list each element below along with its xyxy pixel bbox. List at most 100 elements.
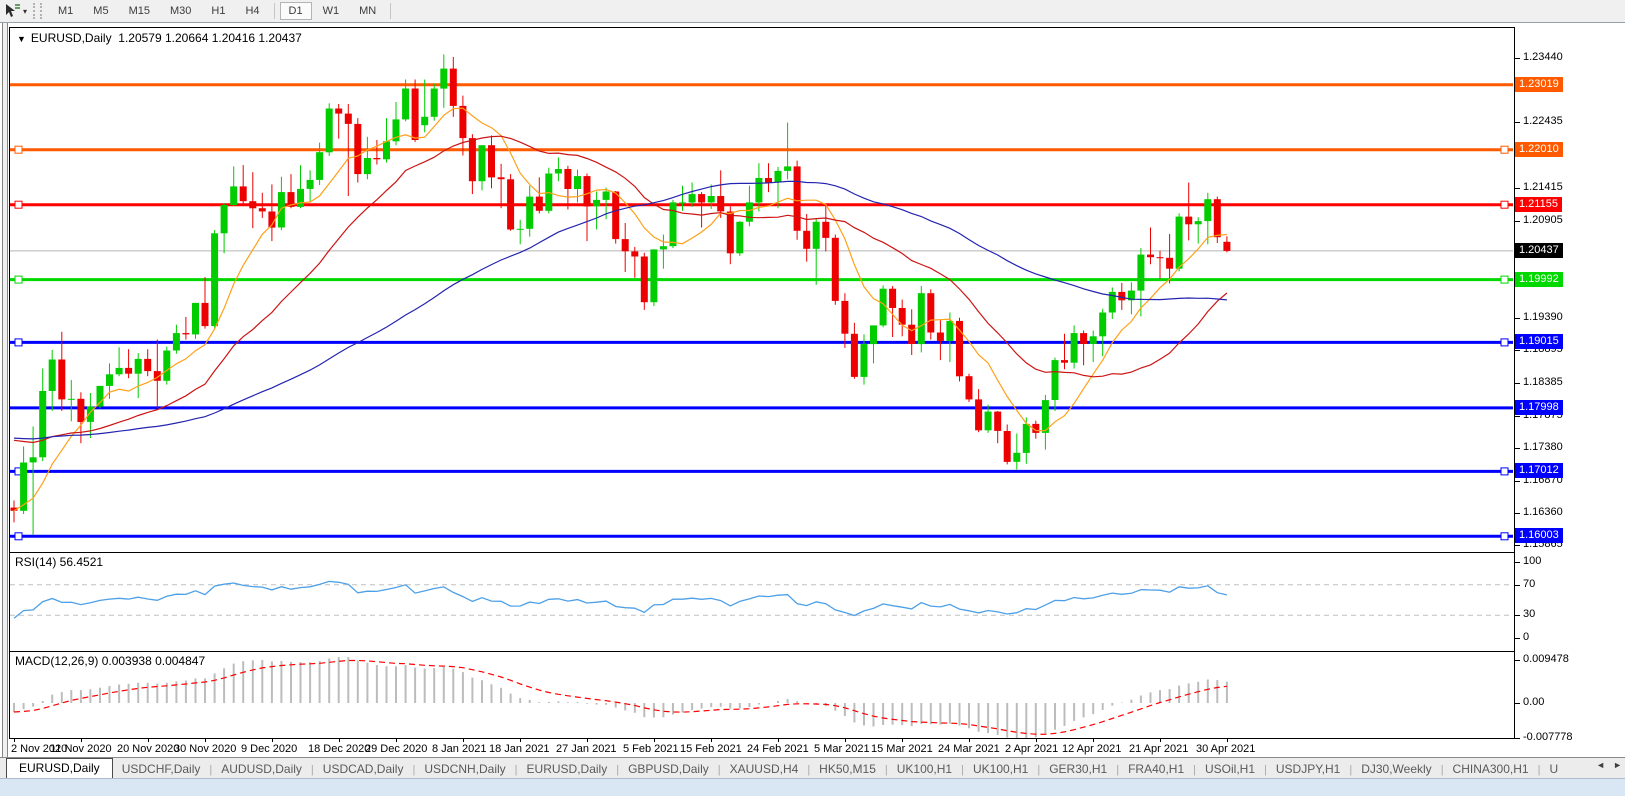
line-handle[interactable] — [1500, 338, 1509, 347]
candlestick-series — [10, 54, 1231, 535]
cursor-tool-icon[interactable] — [2, 3, 22, 19]
collapse-triangle-icon[interactable]: ▼ — [17, 34, 26, 44]
toolbar-grip[interactable] — [33, 3, 43, 19]
timeframe-button-w1[interactable]: W1 — [322, 5, 340, 17]
date-tick — [1227, 739, 1228, 742]
axis-tick — [1515, 585, 1520, 586]
toolbar-separator — [273, 3, 275, 19]
date-axis-label: 18 Dec 2020 — [308, 743, 371, 755]
tab-separator: | — [1440, 764, 1444, 776]
rsi-line — [13, 580, 1228, 619]
chart-tab-usoil-h1[interactable]: USOil,H1 — [1204, 762, 1255, 776]
chart-tab-hk50-m15[interactable]: HK50,M15 — [819, 762, 876, 776]
date-axis-label: 15 Feb 2021 — [680, 743, 742, 755]
chart-tab-audusd-daily[interactable]: AUDUSD,Daily — [221, 762, 302, 776]
price-chart-pane[interactable]: ▼ EURUSD,Daily 1.20579 1.20664 1.20416 1.… — [9, 27, 1515, 553]
axis-tick — [1515, 638, 1520, 639]
date-tick — [711, 739, 712, 742]
tab-scroll-right-icon[interactable]: ► — [1613, 760, 1622, 770]
chart-tab-u[interactable]: U — [1549, 762, 1559, 776]
candlestick-chart — [10, 54, 1513, 541]
price-axis-label: 1.19390 — [1523, 311, 1563, 323]
axis-tick — [1515, 448, 1520, 449]
date-axis[interactable]: 2 Nov 2020 11 Nov 2020 20 Nov 2020 30 Nov 2… — [9, 739, 1515, 757]
line-handle[interactable] — [14, 532, 23, 541]
macd-indicator-pane[interactable]: MACD(12,26,9) 0.003938 0.004847 — [9, 651, 1515, 739]
chart-tab-uk100-h1[interactable]: UK100,H1 — [896, 762, 953, 776]
chart-tab-ger30-h1[interactable]: GER30,H1 — [1049, 762, 1108, 776]
date-tick — [654, 739, 655, 742]
axis-tick — [1515, 221, 1520, 222]
axis-tick — [1515, 318, 1520, 319]
moving-average-medium — [13, 135, 1228, 444]
line-handle[interactable] — [1500, 532, 1509, 541]
timeframe-button-h1[interactable]: H1 — [211, 5, 226, 17]
timeframe-button-m5[interactable]: M5 — [93, 5, 109, 17]
timeframe-button-mn[interactable]: MN — [359, 5, 377, 17]
chart-tab-usdcad-daily[interactable]: USDCAD,Daily — [322, 762, 404, 776]
axis-tick — [1515, 383, 1520, 384]
chart-tab-fra40-h1[interactable]: FRA40,H1 — [1128, 762, 1185, 776]
axis-tick — [1515, 615, 1520, 616]
date-tick — [1036, 739, 1037, 742]
price-axis-label: 1.20905 — [1523, 214, 1563, 226]
toolbar-separator — [390, 3, 392, 19]
chart-ohlc-values: 1.20579 1.20664 1.20416 1.20437 — [118, 31, 302, 45]
date-tick — [14, 739, 15, 742]
tab-scroll-left-icon[interactable]: ◄ — [1596, 760, 1606, 770]
tab-separator: | — [1037, 764, 1041, 776]
macd-plot — [13, 657, 1228, 738]
line-handle[interactable] — [1500, 145, 1509, 154]
cursor-tool-dropdown-caret[interactable]: ▾ — [23, 6, 28, 16]
line-handle[interactable] — [1500, 275, 1509, 284]
chart-tab-dj30-weekly[interactable]: DJ30,Weekly — [1361, 762, 1432, 776]
timeframe-button-d1[interactable]: D1 — [279, 2, 312, 20]
date-tick — [81, 739, 82, 742]
chart-tab-usdcnh-daily[interactable]: USDCNH,Daily — [424, 762, 506, 776]
chart-tab-usdchf-daily[interactable]: USDCHF,Daily — [121, 762, 201, 776]
timeframe-button-m1[interactable]: M1 — [58, 5, 74, 17]
date-tick — [463, 739, 464, 742]
line-handle[interactable] — [14, 200, 23, 209]
timeframe-buttons: M1 M5 M15 M30 H1 H4 D1 W1 MN — [48, 2, 395, 20]
chart-tab-bar: EURUSD,Daily USDCHF,Daily | AUDUSD,Daily | US… — [0, 757, 1625, 779]
line-handle[interactable] — [1500, 200, 1509, 209]
tab-separator: | — [616, 764, 620, 776]
date-axis-label: 27 Jan 2021 — [556, 743, 617, 755]
price-axis-label: 1.16360 — [1523, 506, 1563, 518]
price-axis[interactable]: 1.234401.229301.224351.219251.214151.209… — [1515, 23, 1625, 757]
date-axis-label: 2 Apr 2021 — [1005, 743, 1059, 755]
date-axis-label: 5 Mar 2021 — [814, 743, 870, 755]
line-handle[interactable] — [1500, 467, 1509, 476]
tab-separator: | — [1537, 764, 1541, 776]
chart-tab-gbpusd-daily[interactable]: GBPUSD,Daily — [628, 762, 709, 776]
timeframe-button-h4[interactable]: H4 — [245, 5, 260, 17]
date-tick — [396, 739, 397, 742]
line-handle[interactable] — [14, 145, 23, 154]
chart-tab-usdjpy-h1[interactable]: USDJPY,H1 — [1275, 762, 1341, 776]
moving-average-fast — [13, 107, 1227, 512]
line-handle[interactable] — [14, 275, 23, 284]
timeframe-button-m30[interactable]: M30 — [169, 5, 192, 17]
timeframe-button-m15[interactable]: M15 — [128, 5, 150, 17]
chart-symbol-label: EURUSD,Daily — [30, 31, 112, 45]
axis-tick — [1515, 122, 1520, 123]
chart-tab-eurusd-daily[interactable]: EURUSD,Daily — [6, 758, 113, 779]
price-axis-label: 1.18385 — [1523, 376, 1563, 388]
rsi-scale-label: 0 — [1523, 631, 1530, 643]
tab-separator: | — [807, 764, 811, 776]
date-axis-label: 18 Jan 2021 — [489, 743, 550, 755]
chart-tab-eurusd-daily[interactable]: EURUSD,Daily — [526, 762, 608, 776]
chart-tab-xauusd-h4[interactable]: XAUUSD,H4 — [729, 762, 799, 776]
price-axis-label: 1.22435 — [1523, 115, 1563, 127]
chart-tab-china300-h1[interactable]: CHINA300,H1 — [1452, 762, 1529, 776]
axis-tick — [1515, 188, 1520, 189]
line-handle[interactable] — [14, 338, 23, 347]
price-axis-label: 1.21415 — [1523, 181, 1563, 193]
chart-tab-uk100-h1[interactable]: UK100,H1 — [972, 762, 1029, 776]
date-tick — [1093, 739, 1094, 742]
axis-tick — [1515, 660, 1520, 661]
rsi-indicator-pane[interactable]: RSI(14) 56.4521 — [9, 552, 1515, 652]
axis-tick — [1515, 738, 1520, 739]
